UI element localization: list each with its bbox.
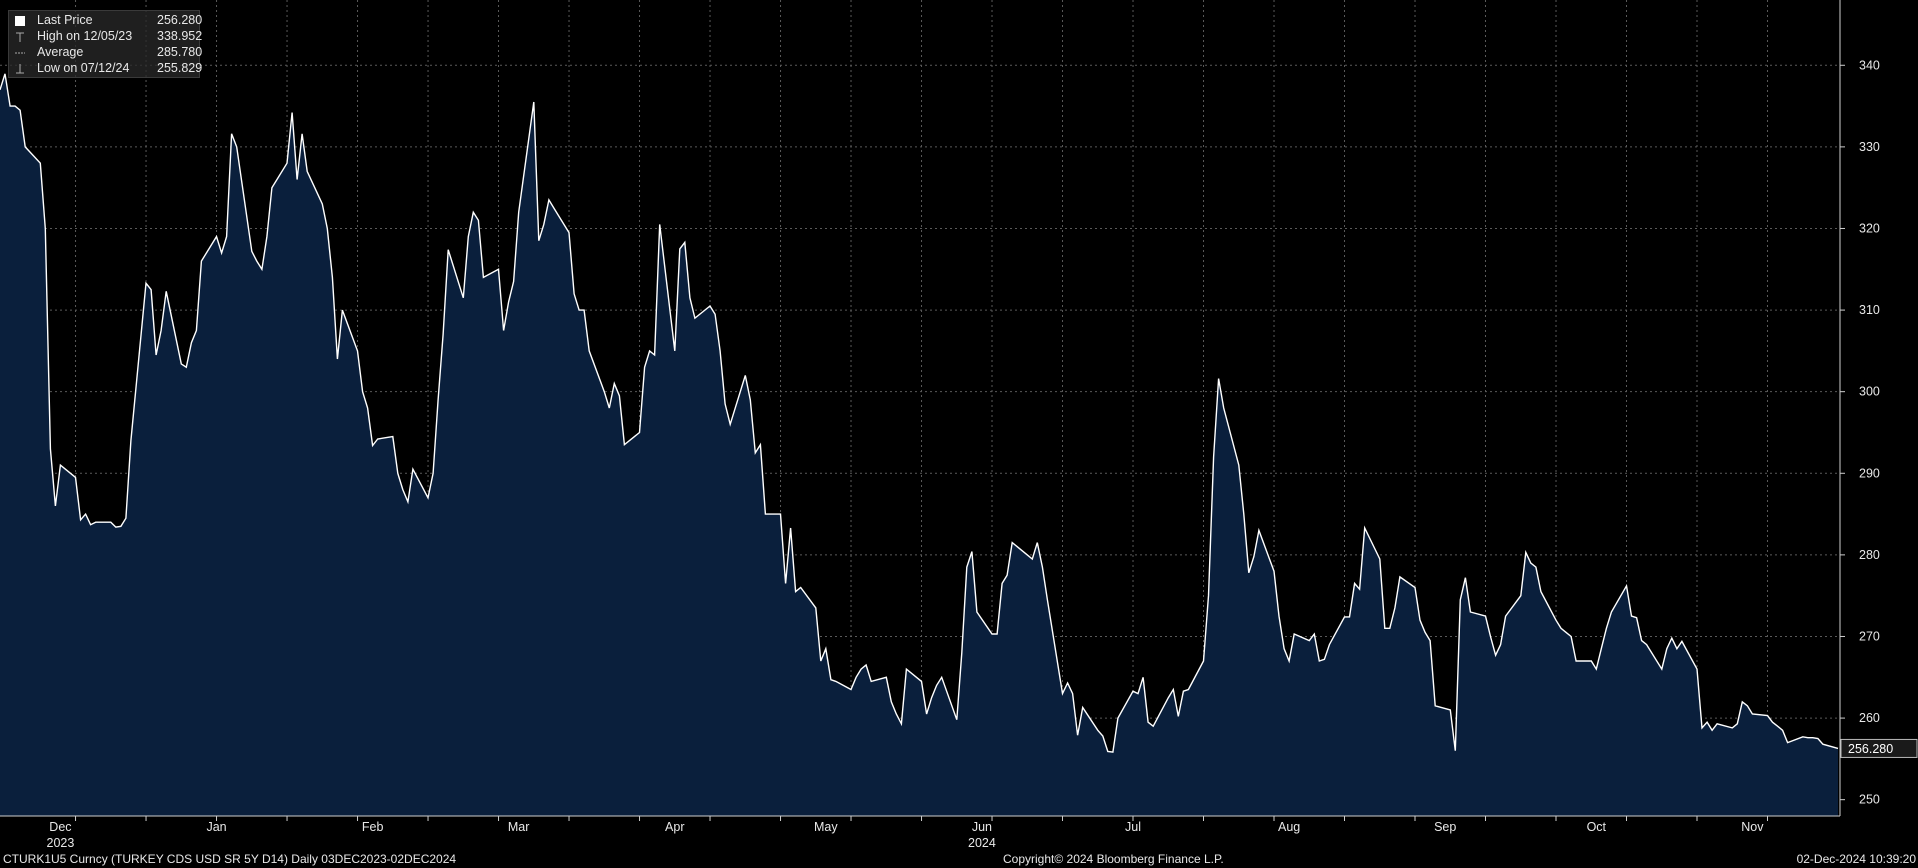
high-marker-icon [16,32,24,42]
legend-last-price: Last Price 256.280 [9,13,203,29]
legend-last-value: 256.280 [157,13,203,27]
y-tick-label: 250 [1859,793,1880,807]
x-month-label: Feb [362,820,384,834]
last-price-label: 256.280 [1848,742,1893,756]
footer-copyright: Copyright© 2024 Bloomberg Finance L.P. [1003,852,1224,866]
x-month-label: May [814,820,838,834]
legend-high-value: 338.952 [157,29,203,43]
y-tick-label: 280 [1859,548,1880,562]
y-tick-label: 330 [1859,140,1880,154]
y-tick-label: 340 [1859,58,1880,72]
low-marker-icon [16,64,24,74]
footer-timestamp: 02-Dec-2024 10:39:20 [1796,852,1916,866]
legend-average: Average 285.780 [9,45,203,61]
price-line [0,73,1839,753]
legend-last-label: Last Price [37,13,93,27]
legend-low-value: 255.829 [157,61,203,75]
x-month-label: Apr [665,820,684,834]
price-area-fill [0,73,1838,817]
x-month-label: Oct [1587,820,1607,834]
last-price-box [1840,738,1918,758]
x-month-label: Jun [972,820,992,834]
x-axis-labels: Dec 2023 Jan Feb Mar Apr May Jun 2024 Jul Aug Sep Oc… [47,816,1769,850]
legend-high-label: High on 12/05/23 [37,29,133,43]
footer-security-info: CTURK1U5 Curncy (TURKEY CDS USD SR 5Y D1… [3,852,457,866]
chart-axes [0,0,1841,817]
x-month-label: Aug [1278,820,1300,834]
y-tick-label: 320 [1859,221,1880,235]
x-month-label: Nov [1741,820,1764,834]
x-month-label: Mar [508,820,530,834]
y-tick-label: 270 [1859,629,1880,643]
legend-avg-label: Average [37,45,84,59]
legend-low-label: Low on 07/12/24 [37,61,130,75]
x-year-label: 2023 [47,836,75,850]
x-month-label: Dec [49,820,71,834]
legend: Last Price 256.280 High on 12/05/23 338.… [8,10,203,78]
legend-low: Low on 07/12/24 255.829 [9,61,203,77]
x-month-label: Jan [206,820,226,834]
y-axis-ticks: 250 260 270 280 290 300 310 320 330 340 [1840,58,1880,807]
y-tick-label: 290 [1859,466,1880,480]
x-year-label: 2024 [968,836,996,850]
y-tick-label: 300 [1859,385,1880,399]
average-marker-icon [15,52,25,54]
legend-avg-value: 285.780 [157,45,203,59]
y-tick-label: 310 [1859,303,1880,317]
square-icon [15,16,25,26]
x-month-label: Sep [1434,820,1456,834]
x-month-label: Jul [1125,820,1141,834]
y-tick-label: 260 [1859,711,1880,725]
legend-high: High on 12/05/23 338.952 [9,29,203,45]
last-price-marker: 256.280 [1840,738,1918,758]
